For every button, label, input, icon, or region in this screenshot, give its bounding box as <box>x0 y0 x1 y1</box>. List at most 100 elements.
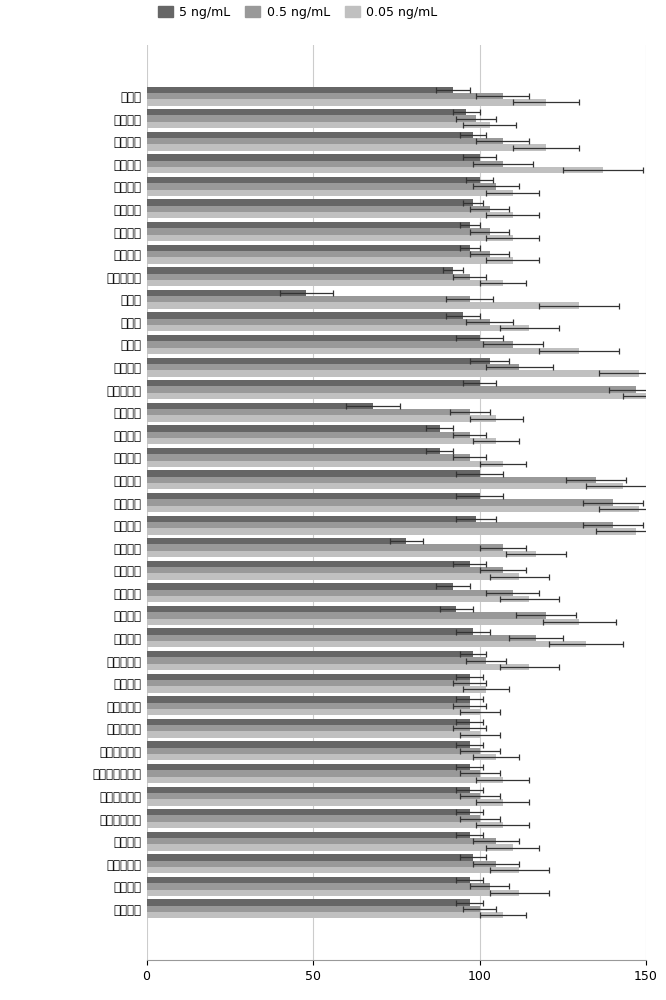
Bar <box>147 725 470 731</box>
Bar <box>147 115 476 122</box>
Bar <box>147 280 503 286</box>
Bar <box>147 674 470 680</box>
Bar <box>147 380 480 386</box>
Bar <box>147 183 496 190</box>
Bar <box>147 235 513 241</box>
Bar <box>147 561 470 567</box>
Bar <box>147 861 496 867</box>
Bar <box>147 544 503 551</box>
Bar <box>147 528 636 535</box>
Bar <box>147 899 470 906</box>
Bar <box>147 844 513 851</box>
Bar <box>147 680 470 686</box>
Bar <box>147 854 473 861</box>
Bar <box>147 906 480 912</box>
Bar <box>147 657 486 664</box>
Bar <box>147 454 470 461</box>
Bar <box>147 551 536 557</box>
Bar <box>147 838 496 844</box>
Bar <box>147 364 519 370</box>
Bar <box>147 877 470 883</box>
Bar <box>147 274 470 280</box>
Bar <box>147 664 529 670</box>
Bar <box>147 267 453 274</box>
Bar <box>147 132 473 138</box>
Bar <box>147 686 486 693</box>
Bar <box>147 770 480 777</box>
Bar <box>147 516 476 522</box>
Bar <box>147 425 440 432</box>
Bar <box>147 883 490 890</box>
Bar <box>147 912 503 918</box>
Bar <box>147 335 480 341</box>
Bar <box>147 432 470 438</box>
Bar <box>147 764 470 770</box>
Bar <box>147 799 503 806</box>
Bar <box>147 522 613 528</box>
Legend: 5 ng/mL, 0.5 ng/mL, 0.05 ng/mL: 5 ng/mL, 0.5 ng/mL, 0.05 ng/mL <box>153 1 442 24</box>
Bar <box>147 890 519 896</box>
Bar <box>147 612 546 619</box>
Bar <box>147 144 546 151</box>
Bar <box>147 493 480 499</box>
Bar <box>147 325 529 331</box>
Bar <box>147 461 503 467</box>
Bar <box>147 754 496 760</box>
Bar <box>147 709 480 715</box>
Bar <box>147 228 490 235</box>
Bar <box>147 596 529 602</box>
Bar <box>147 93 503 99</box>
Bar <box>147 483 623 489</box>
Bar <box>147 696 470 703</box>
Bar <box>147 199 473 206</box>
Bar <box>147 748 480 754</box>
Bar <box>147 628 473 635</box>
Bar <box>147 138 503 144</box>
Bar <box>147 409 470 415</box>
Bar <box>147 312 463 319</box>
Bar <box>147 302 579 309</box>
Bar <box>147 222 470 228</box>
Bar <box>147 167 603 173</box>
Bar <box>147 583 453 590</box>
Bar <box>147 470 480 477</box>
Bar <box>147 161 503 167</box>
Bar <box>147 538 406 544</box>
Bar <box>147 341 513 348</box>
Bar <box>147 703 470 709</box>
Bar <box>147 619 579 625</box>
Bar <box>147 257 513 264</box>
Bar <box>147 348 579 354</box>
Bar <box>147 206 490 212</box>
Bar <box>147 251 490 257</box>
Bar <box>147 87 453 93</box>
Bar <box>147 393 656 399</box>
Bar <box>147 99 546 106</box>
Bar <box>147 177 480 183</box>
Bar <box>147 787 470 793</box>
Bar <box>147 370 639 377</box>
Bar <box>147 590 513 596</box>
Bar <box>147 815 480 822</box>
Bar <box>147 154 480 161</box>
Bar <box>147 245 470 251</box>
Bar <box>147 731 480 738</box>
Bar <box>147 741 470 748</box>
Bar <box>147 190 513 196</box>
Bar <box>147 290 306 296</box>
Bar <box>147 319 490 325</box>
Bar <box>147 832 470 838</box>
Bar <box>147 793 480 799</box>
Bar <box>147 109 466 115</box>
Bar <box>147 651 473 657</box>
Bar <box>147 499 613 506</box>
Bar <box>147 358 490 364</box>
Bar <box>147 386 636 393</box>
Bar <box>147 477 596 483</box>
Bar <box>147 635 536 641</box>
Bar <box>147 403 373 409</box>
Bar <box>147 122 490 128</box>
Bar <box>147 719 470 725</box>
Bar <box>147 606 456 612</box>
Bar <box>147 567 503 573</box>
